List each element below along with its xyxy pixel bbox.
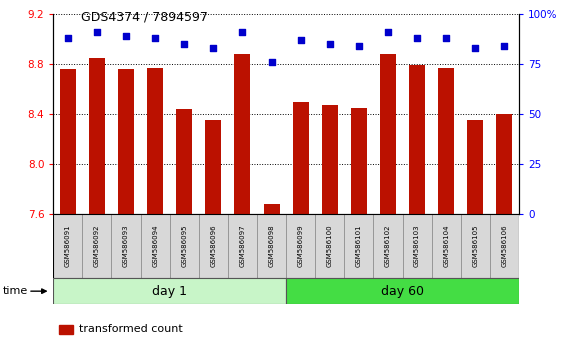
Point [122,33,131,39]
Text: GSM586092: GSM586092 [94,225,100,267]
Bar [228,214,257,278]
Text: GSM586100: GSM586100 [327,225,333,267]
Bar [409,65,425,214]
Text: GSM586104: GSM586104 [443,225,449,267]
Bar [467,120,483,214]
Text: GSM586097: GSM586097 [240,225,246,267]
Point [151,35,160,41]
Point [63,35,72,41]
Point [180,41,188,47]
Text: GDS4374 / 7894597: GDS4374 / 7894597 [81,11,208,24]
Text: GSM586099: GSM586099 [298,225,304,267]
Point [296,37,305,43]
Bar [169,214,199,278]
Point [412,35,421,41]
Text: time: time [3,286,28,296]
Bar [60,69,76,214]
Bar [82,214,112,278]
Bar [199,214,228,278]
Bar [53,214,82,278]
Bar [141,214,169,278]
Text: GSM586102: GSM586102 [385,225,391,267]
Point [238,29,247,35]
Bar [264,204,279,214]
Point [93,29,102,35]
Bar [176,109,192,214]
Point [471,45,480,51]
Text: GSM586098: GSM586098 [269,225,274,267]
Point [355,43,364,49]
Text: transformed count: transformed count [79,324,182,334]
Text: GSM586103: GSM586103 [414,225,420,267]
Text: day 1: day 1 [152,285,187,298]
Bar [53,278,286,304]
Text: GSM586106: GSM586106 [502,225,507,267]
Bar [293,102,309,214]
Bar [147,68,163,214]
Bar [380,54,396,214]
Text: GSM586091: GSM586091 [65,225,71,267]
Bar [496,114,512,214]
Point [384,29,393,35]
Bar [438,68,454,214]
Bar [286,214,315,278]
Text: GSM586101: GSM586101 [356,225,362,267]
Text: day 60: day 60 [381,285,424,298]
Bar [112,214,141,278]
Bar [461,214,490,278]
Point [442,35,450,41]
Bar [344,214,374,278]
Text: GSM586094: GSM586094 [152,225,158,267]
Point [500,43,509,49]
Bar [89,58,105,214]
Point [325,41,334,47]
Text: GSM586105: GSM586105 [472,225,479,267]
Bar [403,214,431,278]
Bar [490,214,519,278]
Point [267,59,276,65]
Bar [205,120,222,214]
Bar [118,69,134,214]
Text: GSM586096: GSM586096 [210,225,217,267]
Text: GSM586093: GSM586093 [123,225,129,267]
Bar [286,278,519,304]
Bar [234,54,250,214]
Bar [374,214,403,278]
Bar [315,214,344,278]
Bar [431,214,461,278]
Bar [351,108,367,214]
Bar [322,105,338,214]
Bar [257,214,286,278]
Text: GSM586095: GSM586095 [181,225,187,267]
Point [209,45,218,51]
